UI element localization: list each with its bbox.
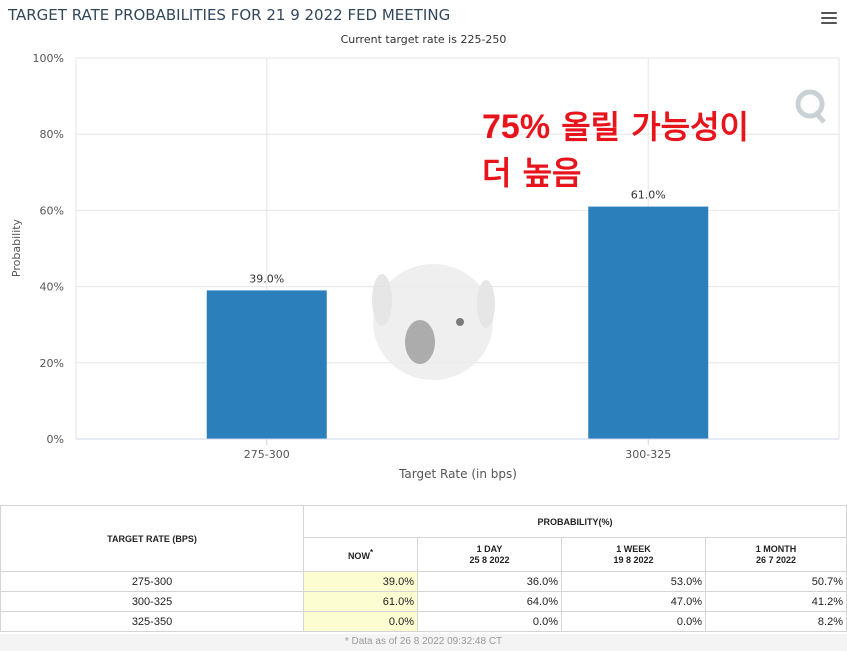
cell-1-week: 47.0% bbox=[561, 591, 706, 612]
x-axis-label: Target Rate (in bps) bbox=[398, 467, 517, 481]
annotation-percent: 75% bbox=[482, 108, 551, 146]
chart-subtitle: Current target rate is 225-250 bbox=[340, 33, 507, 46]
bar-data-label: 61.0% bbox=[631, 189, 666, 202]
annotation-text: 75% 올릴 가능성이 더 높음 bbox=[482, 104, 749, 196]
cell-1-day: 0.0% bbox=[417, 611, 562, 632]
row-rate: 325-350 bbox=[0, 611, 304, 632]
bar bbox=[206, 290, 327, 439]
cell-now: 0.0% bbox=[303, 611, 418, 632]
column-header-now: NOW* bbox=[303, 537, 418, 572]
y-tick-label: 100% bbox=[33, 52, 64, 65]
data-timestamp-footnote: * Data as of 26 8 2022 09:32:48 CT bbox=[0, 634, 847, 651]
bar-data-label: 39.0% bbox=[249, 272, 284, 285]
x-tick-label: 275-300 bbox=[244, 448, 290, 461]
table-row: 325-350 0.0% 0.0% 0.0% 8.2% bbox=[0, 611, 847, 632]
row-rate: 275-300 bbox=[0, 571, 304, 592]
cell-1-week: 53.0% bbox=[561, 571, 706, 592]
bar bbox=[588, 206, 709, 439]
column-header-1-week: 1 WEEK 19 8 2022 bbox=[561, 537, 706, 572]
dog-face-sticker-icon bbox=[372, 264, 495, 380]
column-header-1-day: 1 DAY 25 8 2022 bbox=[417, 537, 562, 572]
table-header-rate: TARGET RATE (BPS) bbox=[0, 505, 304, 572]
y-tick-label: 80% bbox=[40, 128, 64, 141]
bar-series: 39.0% 61.0% bbox=[206, 189, 709, 439]
cell-1-day: 36.0% bbox=[417, 571, 562, 592]
y-tick-label: 40% bbox=[40, 281, 64, 294]
chart-title: TARGET RATE PROBABILITIES FOR 21 9 2022 … bbox=[8, 6, 451, 24]
probability-table: TARGET RATE (BPS) PROBABILITY(%) NOW* 1 … bbox=[0, 505, 847, 632]
x-axis-ticks: 275-300 300-325 bbox=[76, 438, 839, 461]
menu-icon[interactable] bbox=[821, 12, 837, 26]
y-axis-ticks: 0% 20% 40% 60% 80% 100% bbox=[33, 52, 64, 446]
annotation-line2: 더 높음 bbox=[482, 154, 582, 192]
cell-1-month: 50.7% bbox=[705, 571, 847, 592]
y-tick-label: 0% bbox=[47, 433, 64, 446]
column-header-1-month: 1 MONTH 26 7 2022 bbox=[705, 537, 847, 572]
watermark-logo-icon bbox=[795, 89, 826, 124]
cell-now: 39.0% bbox=[303, 571, 418, 592]
cell-1-day: 64.0% bbox=[417, 591, 562, 612]
table-row: 275-300 39.0% 36.0% 53.0% 50.7% bbox=[0, 571, 847, 592]
row-rate: 300-325 bbox=[0, 591, 304, 612]
cell-1-month: 41.2% bbox=[705, 591, 847, 612]
table-header-probability: PROBABILITY(%) bbox=[303, 505, 847, 538]
cell-1-week: 0.0% bbox=[561, 611, 706, 632]
bar-chart: 0% 20% 40% 60% 80% 100% 39.0% 61.0% 275-300 300… bbox=[10, 52, 840, 481]
cell-now: 61.0% bbox=[303, 591, 418, 612]
y-axis-label: Probability bbox=[10, 218, 23, 277]
y-tick-label: 20% bbox=[40, 357, 64, 370]
annotation-line1: 올릴 가능성이 bbox=[550, 108, 749, 146]
y-tick-label: 60% bbox=[40, 204, 64, 217]
table-row: 300-325 61.0% 64.0% 47.0% 41.2% bbox=[0, 591, 847, 612]
cell-1-month: 8.2% bbox=[705, 611, 847, 632]
x-tick-label: 300-325 bbox=[625, 448, 671, 461]
